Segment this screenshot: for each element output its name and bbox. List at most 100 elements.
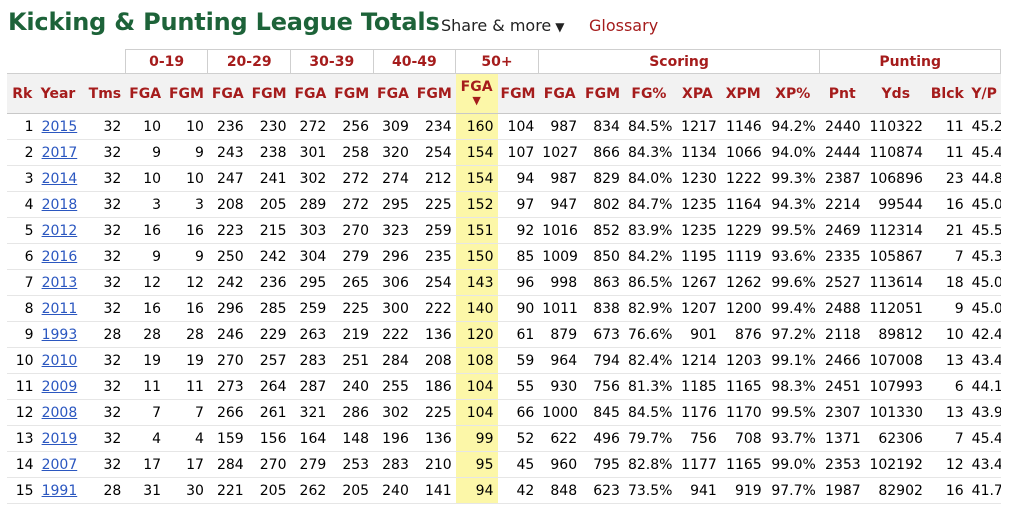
column-header-blck[interactable]: Blck: [926, 73, 968, 114]
year-link[interactable]: 2014: [41, 170, 78, 187]
table-cell: 254: [412, 269, 456, 296]
year-link[interactable]: 2018: [41, 196, 78, 213]
table-cell: 98.3%: [765, 373, 820, 400]
over-header-punting: Punting: [819, 49, 1001, 74]
table-cell: 7: [125, 399, 166, 426]
column-header-tms[interactable]: Tms: [84, 73, 126, 114]
table-cell: 99.0%: [765, 451, 820, 478]
table-cell: 3: [7, 165, 38, 192]
column-header-label: FGM: [416, 85, 452, 102]
table-cell: 496: [581, 425, 624, 452]
table-cell: 2444: [819, 139, 865, 166]
table-cell: 156: [247, 425, 291, 452]
table-cell: 272: [330, 191, 374, 218]
column-header-fgm[interactable]: FGM: [330, 73, 374, 114]
column-header-fgm[interactable]: FGM: [165, 73, 208, 114]
year-cell: 2015: [37, 113, 85, 140]
column-header-fga[interactable]: FGA: [290, 73, 331, 114]
column-header-yds[interactable]: Yds: [864, 73, 927, 114]
table-cell: 205: [330, 477, 374, 504]
year-link[interactable]: 1991: [41, 482, 78, 499]
year-cell: 2014: [37, 165, 85, 192]
year-link[interactable]: 2019: [41, 430, 78, 447]
column-header-xpm[interactable]: XPM: [720, 73, 766, 114]
year-link[interactable]: 2007: [41, 456, 78, 473]
table-cell: 12: [165, 269, 208, 296]
table-cell: 10: [125, 165, 166, 192]
table-cell: 1164: [720, 191, 766, 218]
table-cell: 901: [673, 321, 721, 348]
table-cell: 850: [581, 243, 624, 270]
year-link[interactable]: 1993: [41, 326, 78, 343]
table-cell: 283: [373, 451, 413, 478]
table-cell: 1146: [720, 113, 766, 140]
year-link[interactable]: 2013: [41, 274, 78, 291]
table-cell: 43.4: [967, 347, 1001, 374]
year-link[interactable]: 2017: [41, 144, 78, 161]
column-header-fga[interactable]: FGA: [538, 73, 582, 114]
stats-table-container: 0-19 20-29 30-39 40-49 50+ Scoring Punti…: [7, 49, 1001, 508]
year-cell: 1993: [37, 321, 85, 348]
table-cell: 32: [84, 399, 126, 426]
table-cell: 2488: [819, 295, 865, 322]
table-cell: 321: [290, 399, 331, 426]
column-header-xpa[interactable]: XPA: [673, 73, 721, 114]
table-cell: 89812: [864, 321, 927, 348]
column-header-label: XPM: [725, 85, 761, 102]
column-header-fgm[interactable]: FGM: [581, 73, 624, 114]
column-header-year[interactable]: Year: [37, 73, 85, 114]
table-cell: 160: [455, 113, 498, 140]
year-link[interactable]: 2015: [41, 118, 78, 135]
table-cell: 99.5%: [765, 399, 820, 426]
column-header-y-p[interactable]: Y/P: [967, 73, 1001, 114]
year-link[interactable]: 2016: [41, 248, 78, 265]
year-link[interactable]: 2012: [41, 222, 78, 239]
column-header-pnt[interactable]: Pnt: [819, 73, 865, 114]
table-cell: 960: [538, 451, 582, 478]
table-cell: 99: [455, 425, 498, 452]
column-header-label: FGA: [294, 85, 327, 102]
table-cell: 246: [207, 321, 248, 348]
year-link[interactable]: 2008: [41, 404, 78, 421]
glossary-link[interactable]: Glossary: [589, 16, 659, 35]
column-header-fgm[interactable]: FGM: [497, 73, 539, 114]
column-header-fga[interactable]: FGA: [125, 73, 166, 114]
column-header-xp-[interactable]: XP%: [765, 73, 820, 114]
column-header-fg-[interactable]: FG%: [623, 73, 674, 114]
share-menu-button[interactable]: Share & more ▼: [441, 16, 565, 35]
year-link[interactable]: 2010: [41, 352, 78, 369]
table-cell: 261: [247, 399, 291, 426]
table-cell: 11: [125, 373, 166, 400]
table-cell: 1262: [720, 269, 766, 296]
table-cell: 9: [7, 321, 38, 348]
table-cell: 279: [330, 243, 374, 270]
table-cell: 210: [412, 451, 456, 478]
table-cell: 104: [497, 113, 539, 140]
table-cell: 9: [125, 139, 166, 166]
column-header-fga[interactable]: FGA: [207, 73, 248, 114]
table-cell: 223: [207, 217, 248, 244]
table-cell: 32: [84, 451, 126, 478]
table-cell: 11: [7, 373, 38, 400]
column-header-label: Tms: [88, 85, 122, 102]
column-header-fga[interactable]: FGA ▼: [455, 73, 498, 114]
year-link[interactable]: 2011: [41, 300, 78, 317]
column-header-fgm[interactable]: FGM: [247, 73, 291, 114]
table-cell: 16: [125, 217, 166, 244]
table-cell: 1165: [720, 451, 766, 478]
column-header-fga[interactable]: FGA: [373, 73, 413, 114]
table-cell: 16: [165, 295, 208, 322]
table-cell: 2118: [819, 321, 865, 348]
table-cell: 84.0%: [623, 165, 674, 192]
column-header-label: FGA: [129, 85, 162, 102]
table-cell: 309: [373, 113, 413, 140]
table-cell: 1207: [673, 295, 721, 322]
column-header-fgm[interactable]: FGM: [412, 73, 456, 114]
column-header-rk[interactable]: Rk: [7, 73, 38, 114]
table-cell: 9: [926, 295, 968, 322]
caret-down-icon: ▼: [555, 20, 565, 34]
table-cell: 15: [7, 477, 38, 504]
table-cell: 45.4: [967, 139, 1001, 166]
table-cell: 2307: [819, 399, 865, 426]
year-link[interactable]: 2009: [41, 378, 78, 395]
